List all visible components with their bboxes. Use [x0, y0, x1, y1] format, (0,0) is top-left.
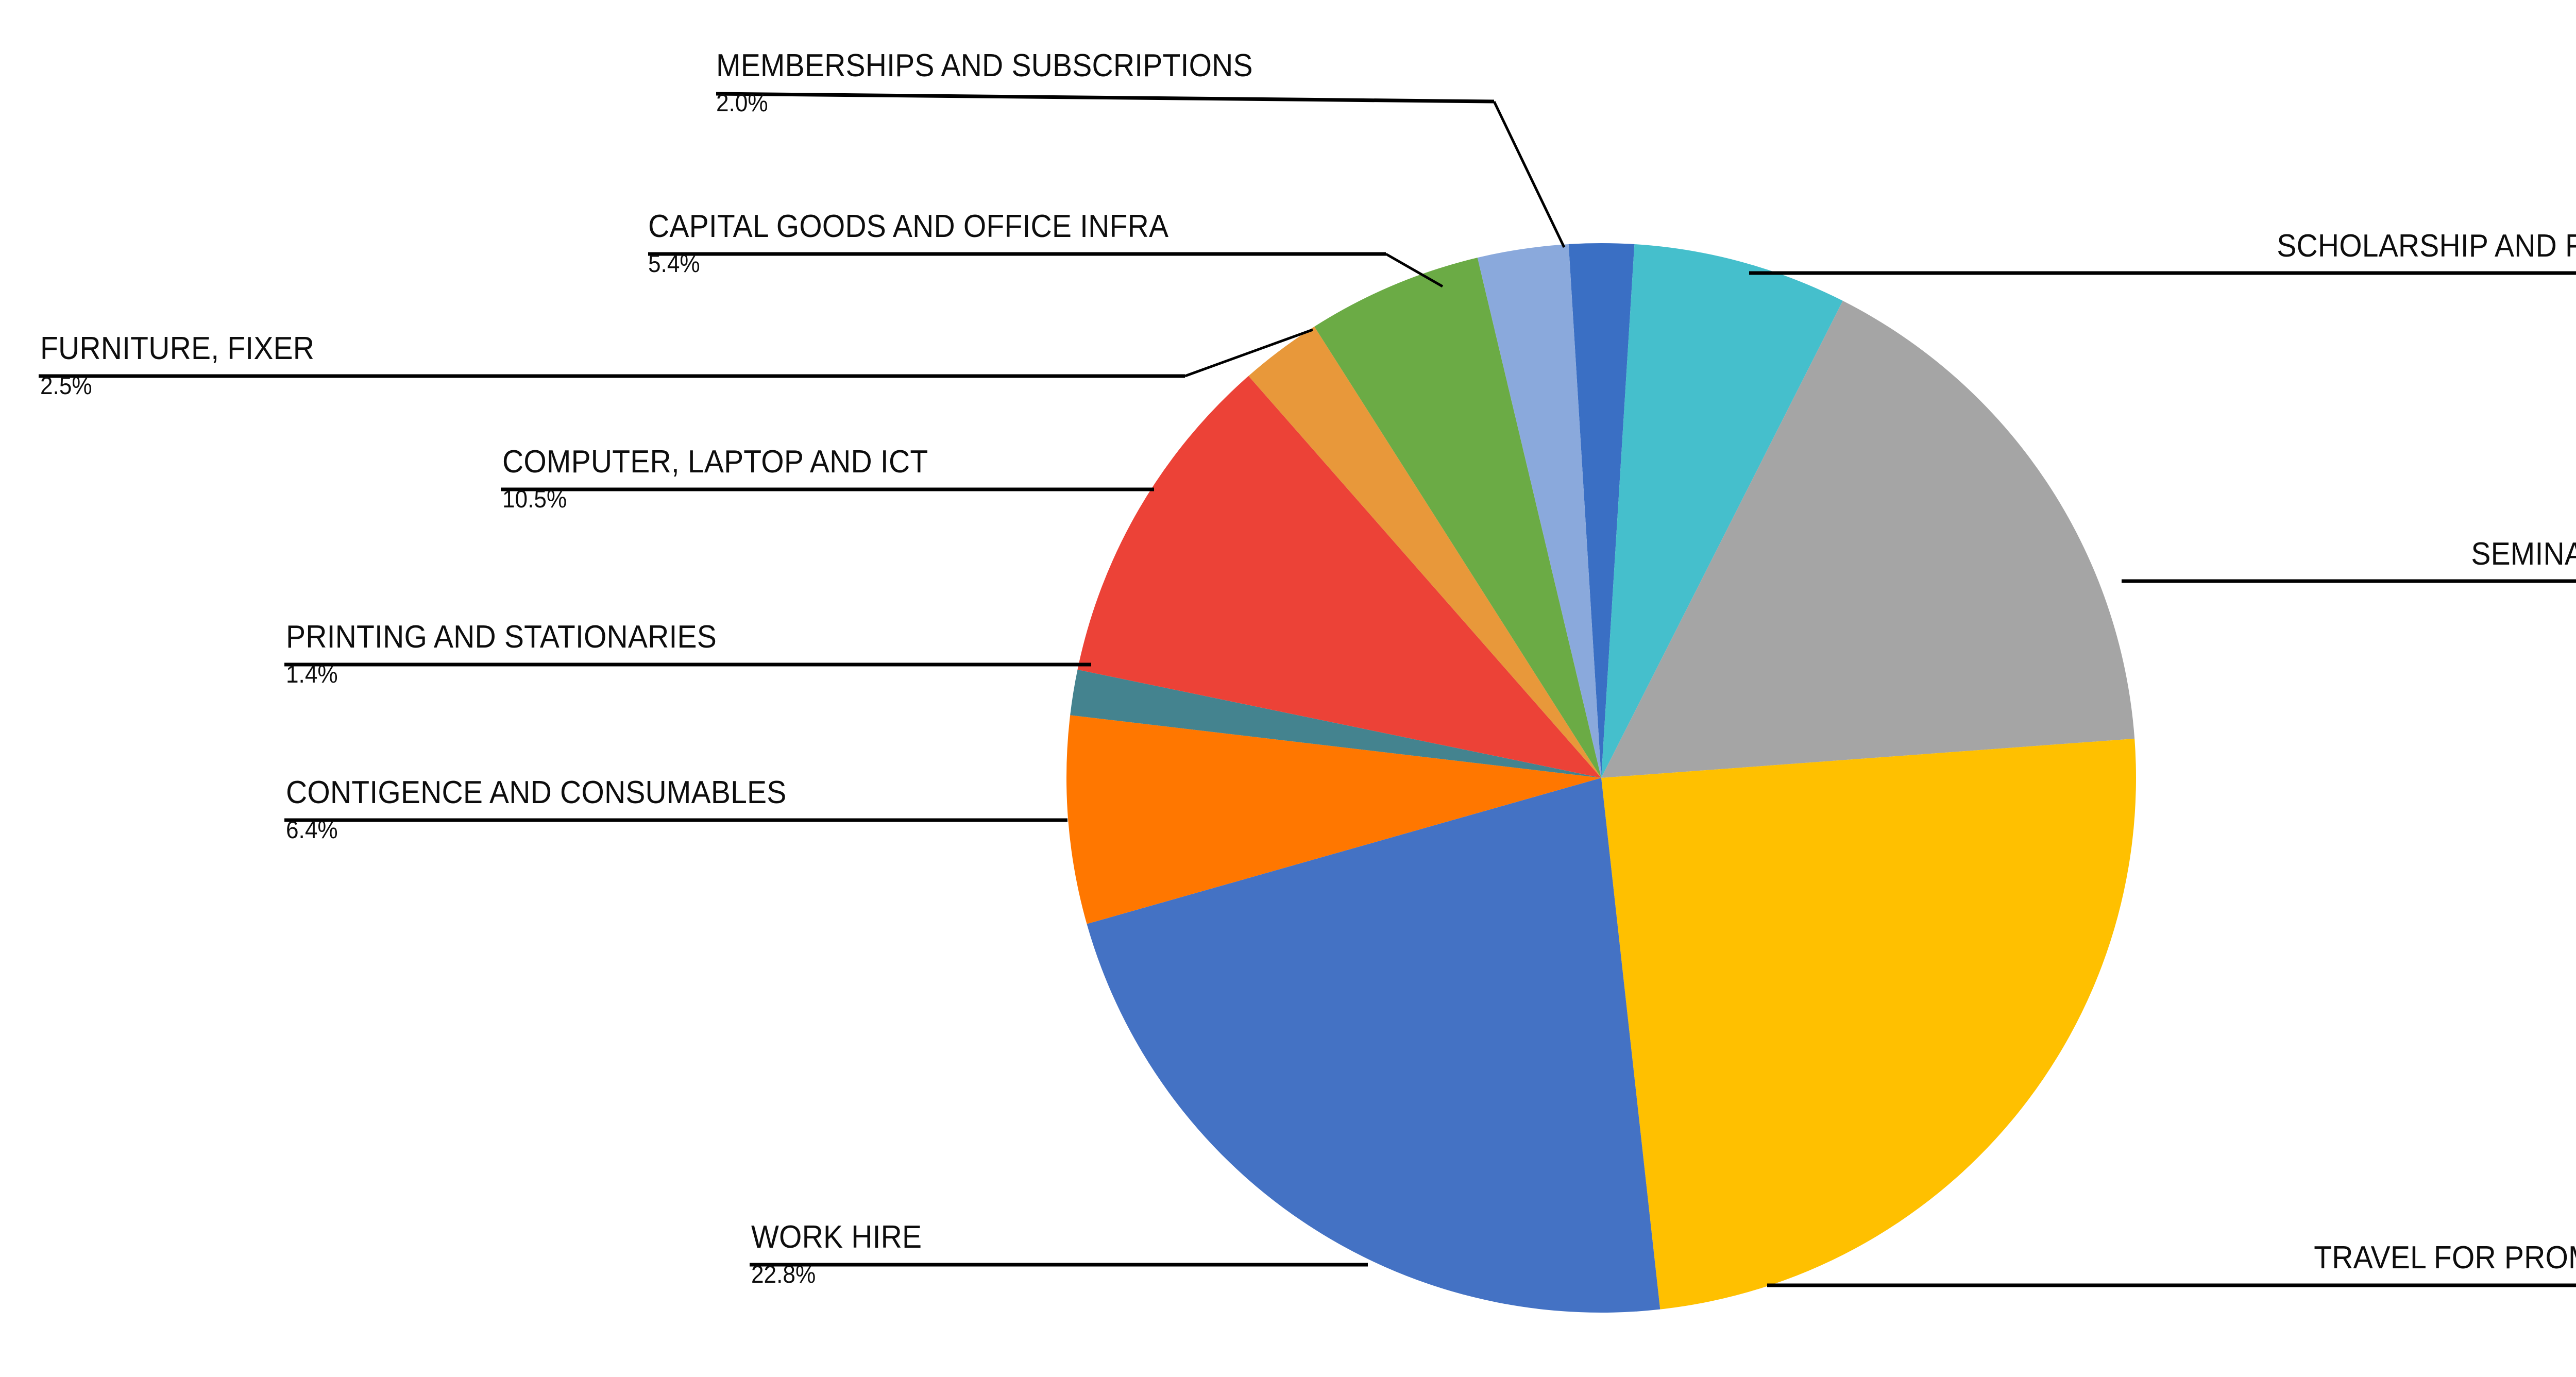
pie-label-furniture: FURNITURE, FIXER 2.5%	[40, 332, 338, 399]
pie-label-travel-category: TRAVEL FOR PROMOTION OF INTERNATIONAL RE…	[2314, 1240, 2576, 1276]
pie-label-memberships-category: MEMBERSHIPS AND SUBSCRIPTIONS	[716, 48, 1253, 83]
pie-label-contigence: CONTIGENCE AND CONSUMABLES 6.4%	[286, 776, 830, 843]
pie-label-printing-category: PRINTING AND STATIONARIES	[286, 619, 717, 655]
pie-slices-group	[1066, 243, 2136, 1313]
pie-label-work-hire-percent: 22.8%	[751, 1261, 816, 1289]
pie-slice[interactable]	[1087, 778, 1660, 1313]
leader-line-furniture	[1184, 328, 1313, 378]
pie-label-work-hire: WORK HIRE 22.8%	[751, 1221, 937, 1288]
pie-slice[interactable]	[1066, 715, 1601, 924]
pie-label-computer-category: COMPUTER, LAPTOP AND ICT	[502, 444, 928, 480]
pie-slice[interactable]	[1314, 258, 1601, 778]
pie-slice[interactable]	[1248, 326, 1601, 778]
pie-label-furniture-category: FURNITURE, FIXER	[40, 331, 315, 366]
leader-line-memberships	[1493, 100, 1566, 248]
pie-label-scholarship: SCHOLARSHIP AND FELLOWSHIP, AWARDS, REWA…	[2209, 230, 2576, 297]
leader-line-capital-goods	[1385, 252, 1444, 288]
pie-label-furniture-percent: 2.5%	[40, 372, 92, 400]
pie-label-scholarship-category: SCHOLARSHIP AND FELLOWSHIP, AWARDS, REWA…	[2277, 228, 2576, 264]
pie-label-computer: COMPUTER, LAPTOP AND ICT 10.5%	[502, 446, 965, 513]
pie-slice[interactable]	[1601, 244, 1843, 778]
pie-label-contigence-category: CONTIGENCE AND CONSUMABLES	[286, 775, 787, 810]
pie-label-travel: TRAVEL FOR PROMOTION OF INTERNATIONAL RE…	[2241, 1242, 2576, 1308]
pie-label-printing: PRINTING AND STATIONARIES 1.4%	[286, 621, 754, 688]
pie-slice[interactable]	[1070, 669, 1601, 778]
pie-slice[interactable]	[1477, 244, 1601, 778]
pie-label-seminar-percent: 16.7%	[2471, 580, 2576, 605]
pie-label-printing-percent: 1.4%	[286, 661, 338, 689]
pie-label-seminar-category: SEMINAR, CONFERENCE, EVENTS AND DELE...	[2471, 536, 2576, 572]
pie-slice[interactable]	[1601, 300, 2135, 778]
pie-label-computer-percent: 10.5%	[502, 486, 567, 514]
pie-label-capital-goods-category: CAPITAL GOODS AND OFFICE INFRA	[648, 209, 1169, 244]
pie-label-contigence-percent: 6.4%	[286, 817, 338, 844]
pie-label-work-hire-category: WORK HIRE	[751, 1219, 922, 1255]
pie-label-capital-goods: CAPITAL GOODS AND OFFICE INFRA 5.4%	[648, 210, 1214, 277]
pie-slice[interactable]	[1568, 243, 1635, 778]
leader-lines-group	[39, 92, 2576, 1287]
pie-slice[interactable]	[1077, 376, 1601, 778]
label-underline-memberships	[716, 92, 1495, 104]
pie-label-travel-percent: 24.9%	[2314, 1283, 2576, 1308]
pie-label-memberships: MEMBERSHIPS AND SUBSCRIPTIONS 2.0%	[716, 49, 1299, 116]
pie-label-memberships-percent: 2.0%	[716, 90, 768, 117]
pie-label-seminar: SEMINAR, CONFERENCE, EVENTS AND DELE... …	[2413, 538, 2576, 605]
pie-slice[interactable]	[1601, 738, 2136, 1310]
pie-label-scholarship-percent: 6.6%	[2277, 271, 2576, 297]
pie-label-capital-goods-percent: 5.4%	[648, 250, 700, 278]
